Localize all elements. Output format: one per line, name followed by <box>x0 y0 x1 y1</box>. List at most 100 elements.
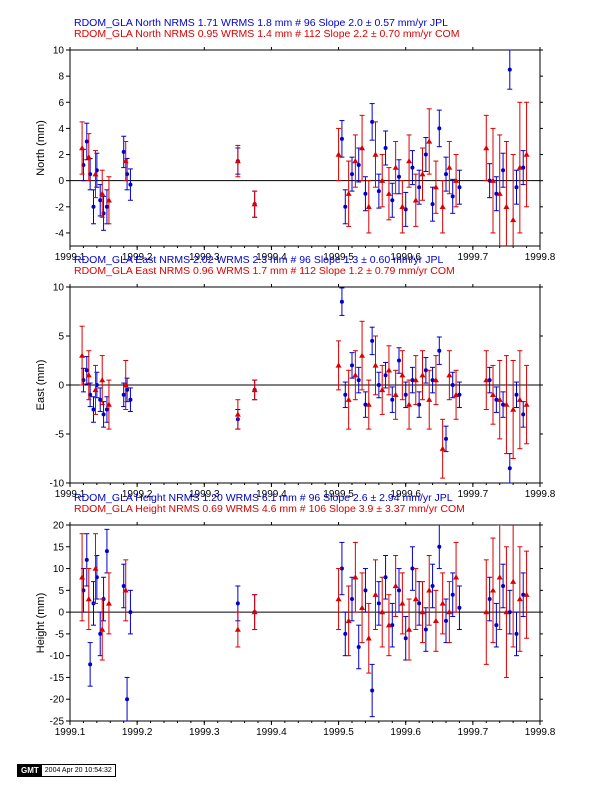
data-point <box>390 623 395 628</box>
data-point <box>453 391 460 397</box>
data-point <box>339 136 344 141</box>
data-point <box>92 565 99 571</box>
panel-east: RDOM_GLA East NRMS 2.02 WRMS 2.3 mm # 96… <box>35 254 556 500</box>
data-point <box>85 596 92 602</box>
data-point <box>510 578 517 584</box>
data-area <box>79 287 530 483</box>
data-point <box>417 185 422 190</box>
data-point <box>437 126 442 131</box>
data-point <box>514 392 519 397</box>
data-point <box>483 145 490 151</box>
data-point <box>383 575 388 580</box>
data-point <box>251 609 258 615</box>
data-point <box>343 392 348 397</box>
data-point <box>483 377 490 383</box>
data-point <box>487 178 492 183</box>
data-point <box>99 626 106 632</box>
data-point <box>122 382 129 388</box>
data-point <box>359 352 366 358</box>
data-point <box>521 412 526 417</box>
data-point <box>379 386 386 393</box>
data-point <box>490 391 496 397</box>
data-point <box>105 197 112 203</box>
data-point <box>105 600 112 606</box>
x-tick-label: 1999.1 <box>55 727 86 738</box>
data-point <box>335 596 342 602</box>
data-point <box>501 168 506 173</box>
data-point <box>397 358 401 363</box>
data-point <box>339 566 344 571</box>
data-point <box>350 597 354 602</box>
data-point <box>403 636 408 641</box>
data-point <box>128 610 133 615</box>
data-point <box>412 197 419 203</box>
panel-title-line-1: RDOM_GLA Height NRMS 1.20 WRMS 6.1 mm # … <box>74 492 453 504</box>
data-point <box>84 139 89 144</box>
y-tick-label: -2 <box>55 202 64 213</box>
data-point <box>501 402 506 407</box>
data-point <box>430 583 435 588</box>
y-tick-label: 0 <box>58 176 64 187</box>
data-point <box>412 377 419 383</box>
timestamp-text: 2004 Apr 20 10:54:32 <box>44 767 112 774</box>
data-point <box>370 688 375 693</box>
x-tick-label: 1999.3 <box>189 727 220 738</box>
data-point <box>439 445 446 451</box>
data-area <box>79 50 530 246</box>
data-point <box>426 138 433 144</box>
data-point <box>494 623 499 628</box>
data-point <box>496 574 503 580</box>
data-point <box>372 151 379 157</box>
data-point <box>352 574 359 580</box>
data-point <box>121 149 126 154</box>
data-point <box>444 436 448 441</box>
series-jpl <box>80 50 526 231</box>
data-point <box>483 609 490 615</box>
data-point <box>457 605 462 610</box>
data-point <box>397 174 401 179</box>
data-point <box>88 662 93 667</box>
y-tick-label: 10 <box>53 564 65 575</box>
y-tick-label: 0 <box>58 608 64 619</box>
panel-title-line-2: RDOM_GLA East NRMS 0.96 WRMS 1.7 mm # 11… <box>74 265 455 277</box>
data-point <box>234 158 241 164</box>
data-point <box>92 171 99 177</box>
data-point <box>352 158 359 164</box>
data-point <box>503 609 510 615</box>
data-point <box>446 609 453 615</box>
data-point <box>84 557 89 562</box>
panel-title-line-2: RDOM_GLA Height NRMS 0.69 WRMS 4.6 mm # … <box>74 503 465 515</box>
x-tick-label: 1999.4 <box>256 252 287 263</box>
data-point <box>496 190 503 196</box>
data-point <box>385 622 392 628</box>
data-point <box>91 204 96 209</box>
x-tick-label: 1999.7 <box>458 252 489 263</box>
data-point <box>457 185 462 190</box>
data-point <box>79 352 86 358</box>
data-point <box>503 401 510 407</box>
data-point <box>376 383 381 387</box>
data-point <box>392 582 399 589</box>
data-point <box>85 372 92 378</box>
data-area <box>79 525 530 721</box>
data-point <box>406 401 413 407</box>
x-tick-label: 1999.6 <box>390 727 421 738</box>
data-point <box>104 407 109 412</box>
data-point <box>251 201 258 207</box>
data-point <box>356 162 361 167</box>
data-point <box>426 396 433 402</box>
data-point <box>490 177 496 183</box>
x-tick-label: 1999.4 <box>256 489 287 500</box>
series-com <box>79 320 530 479</box>
series-com <box>79 525 530 678</box>
data-point <box>399 203 406 209</box>
x-tick-label: 1999.3 <box>189 489 220 500</box>
x-tick-label: 1999.5 <box>323 727 354 738</box>
y-tick-label: 4 <box>58 124 64 135</box>
y-tick-label: 20 <box>53 521 65 532</box>
data-point <box>417 601 422 606</box>
panel-north: RDOM_GLA North NRMS 1.71 WRMS 1.8 mm # 9… <box>35 17 556 263</box>
x-tick-label: 1999.2 <box>122 727 153 738</box>
data-point <box>510 406 517 412</box>
